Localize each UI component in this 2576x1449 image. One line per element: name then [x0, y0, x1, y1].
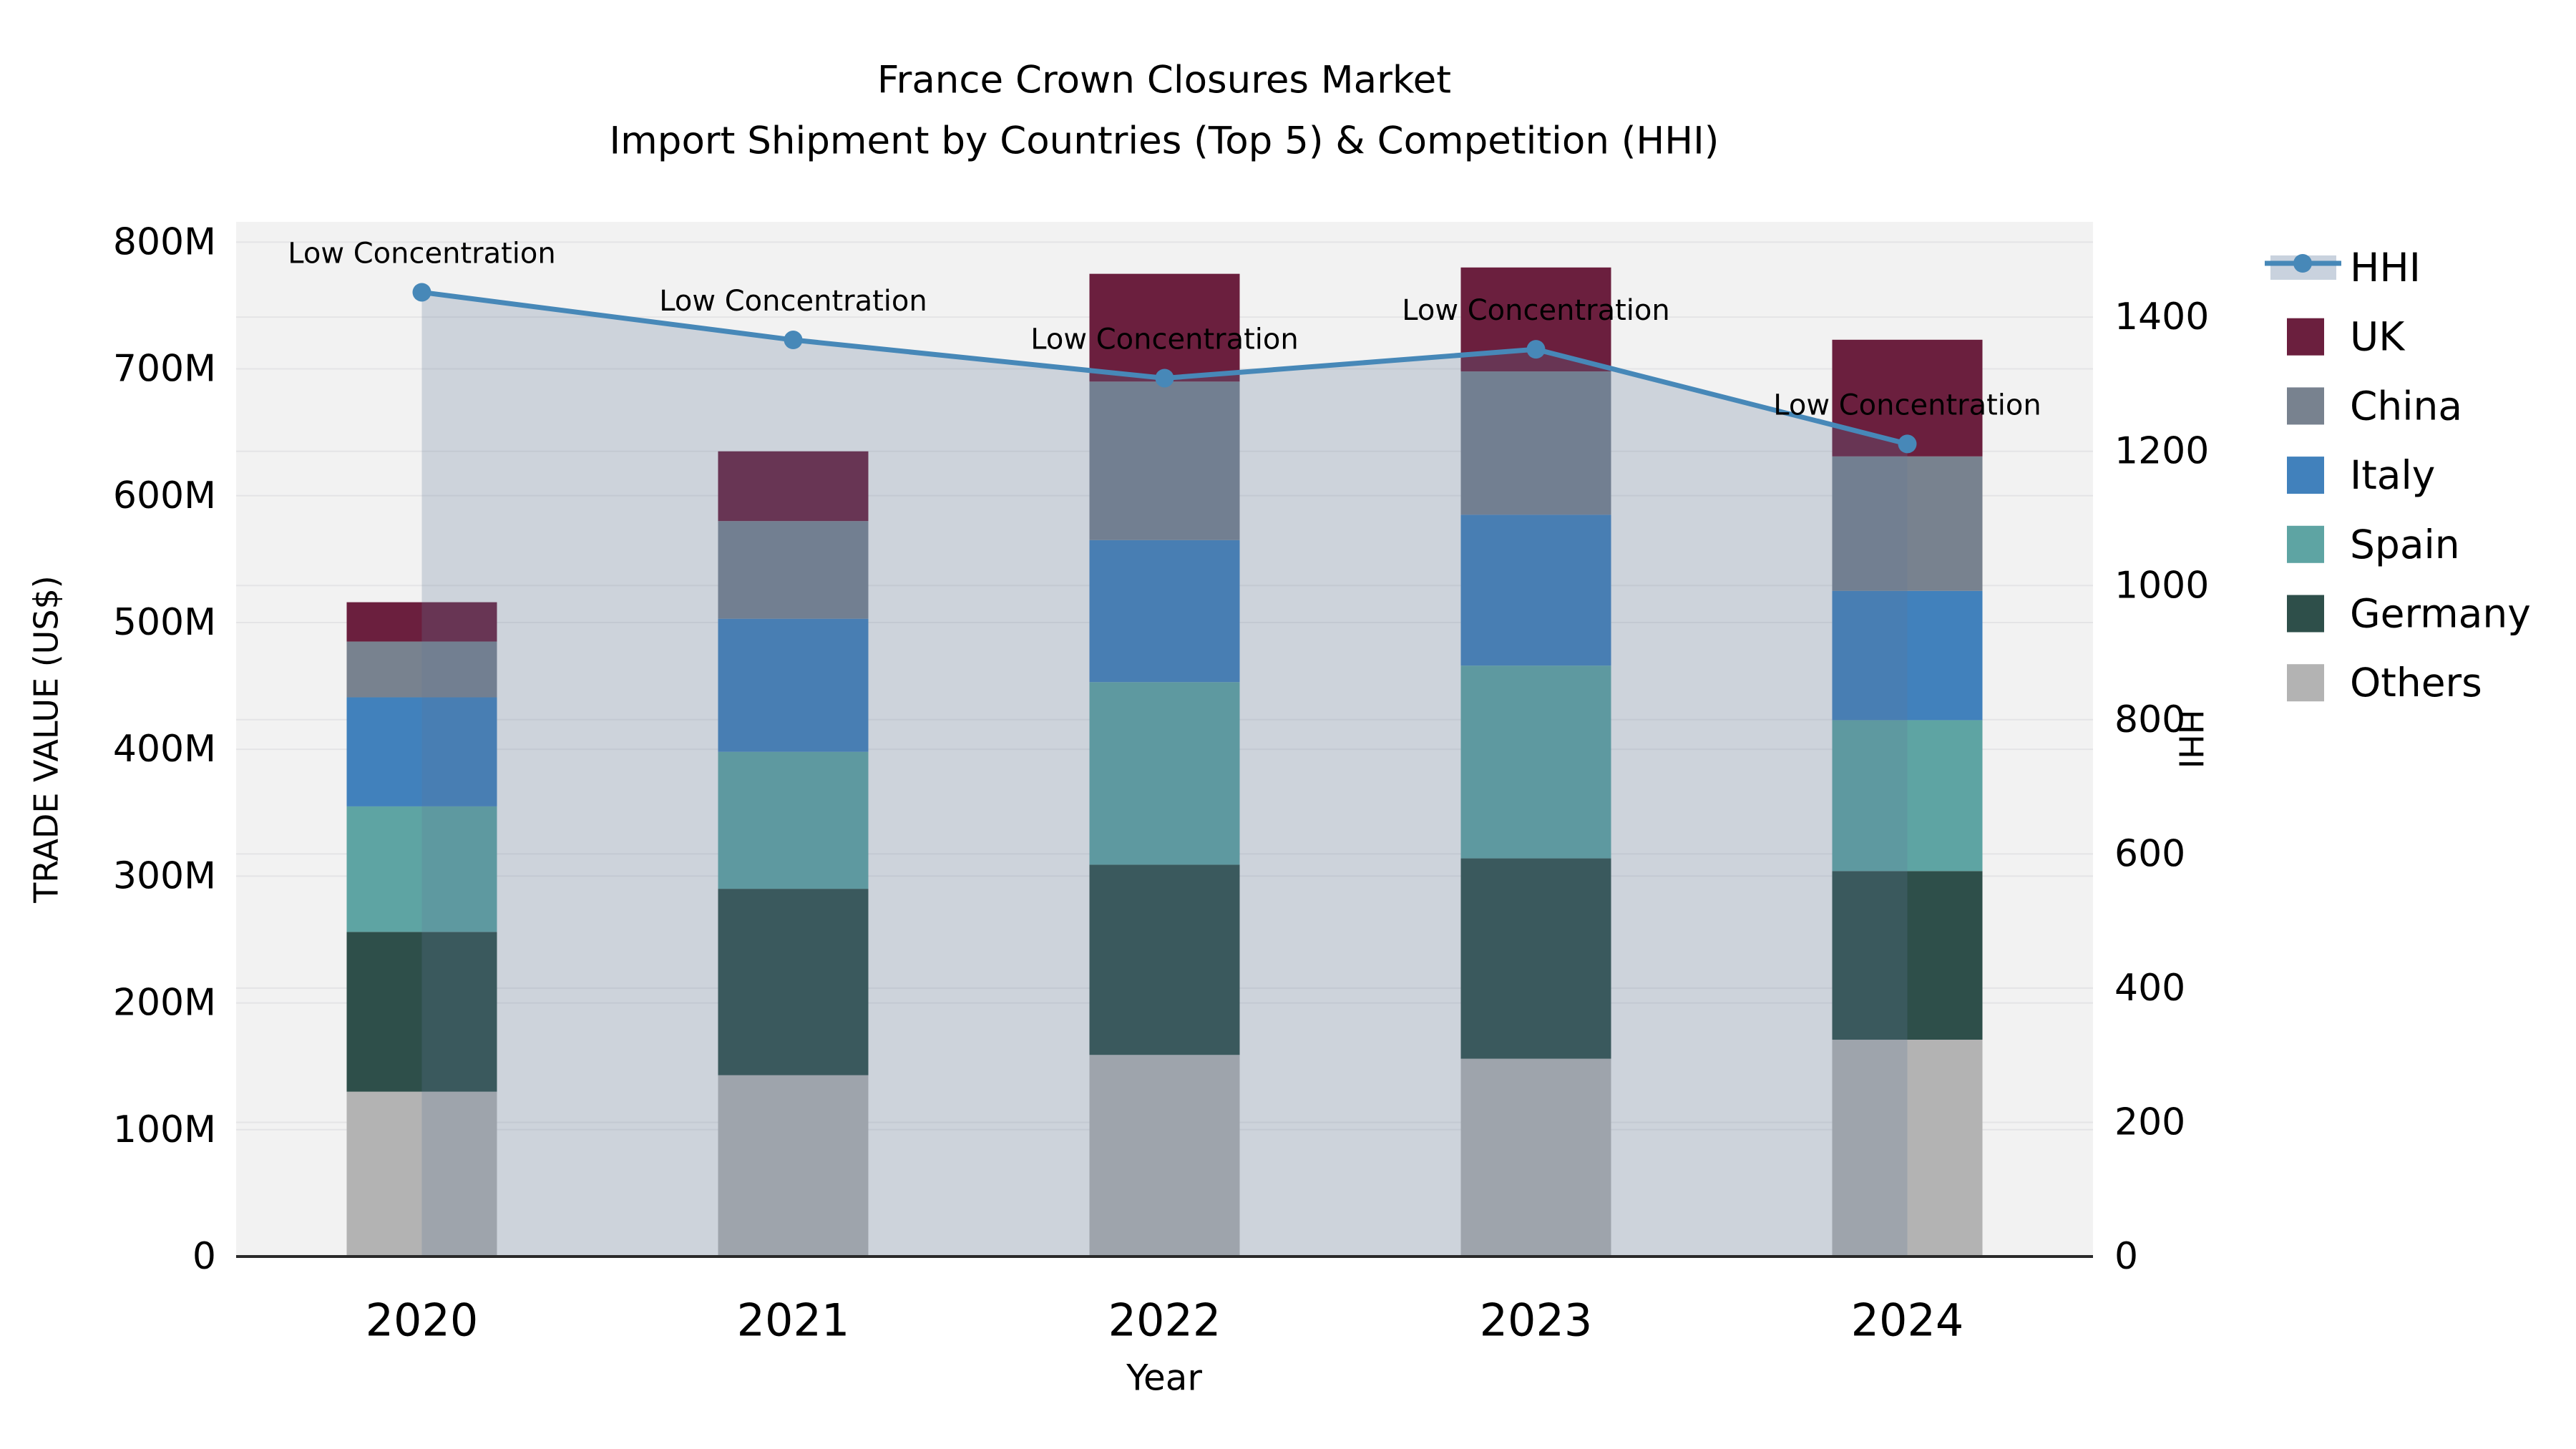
bar-segment-others-2020: [346, 1091, 497, 1257]
hhi-area: [421, 292, 1908, 1257]
legend-label-germany: Germany: [2350, 591, 2531, 637]
bar-segment-germany-2021: [718, 889, 869, 1075]
hhi-area-fill: [421, 292, 1908, 1257]
legend-swatch-spain: [2287, 525, 2324, 563]
bar-segment-spain-2024: [1832, 720, 1983, 872]
bar-segment-germany-2022: [1089, 864, 1240, 1055]
legend-swatch-uk: [2287, 318, 2324, 356]
y-right-tick-label: 1400: [2114, 296, 2209, 338]
y-left-tick-label: 300M: [113, 854, 216, 897]
bar-segment-spain-2020: [346, 806, 497, 932]
y-axis-left-label: TRADE VALUE (US$): [27, 575, 66, 903]
legend-label-italy: Italy: [2350, 452, 2435, 498]
hhi-marker-2024: [1898, 434, 1917, 454]
legend-hhi-marker: [2293, 254, 2312, 273]
bar-segment-italy-2022: [1089, 540, 1240, 683]
hhi-marker-2020: [412, 283, 431, 302]
legend-swatch-germany: [2287, 595, 2324, 633]
hhi-marker-2021: [784, 331, 803, 350]
chart-title-line2: Import Shipment by Countries (Top 5) & C…: [610, 119, 1719, 163]
y-right-tick-label: 600: [2114, 832, 2185, 875]
annotation-low-concentration: Low Concentration: [1030, 323, 1298, 356]
y-axis-right-label: HHI: [2172, 710, 2210, 769]
y-right-tick-label: 1000: [2114, 564, 2209, 607]
bar-segment-spain-2022: [1089, 682, 1240, 865]
y-left-tick-label: 600M: [113, 474, 216, 517]
bar-segment-germany-2023: [1460, 858, 1611, 1059]
annotation-low-concentration: Low Concentration: [659, 285, 927, 318]
y-left-tick-label: 700M: [113, 348, 216, 391]
y-left-tick-label: 800M: [113, 220, 216, 263]
y-right-tick-label: 0: [2114, 1235, 2138, 1278]
y-left-tick-label: 100M: [113, 1108, 216, 1151]
y-left-tick-label: 400M: [113, 728, 216, 771]
x-axis-label: Year: [1126, 1357, 1202, 1399]
y-left-tick-label: 0: [192, 1235, 216, 1278]
legend-label-hhi: HHI: [2350, 245, 2421, 291]
bar-segment-germany-2024: [1832, 871, 1983, 1040]
y-left-tick-label: 200M: [113, 982, 216, 1025]
legend: HHI UK China Italy Spain Germany Others: [2265, 245, 2531, 706]
bar-segment-china-2020: [346, 641, 497, 698]
annotation-low-concentration: Low Concentration: [288, 237, 555, 270]
bar-segment-italy-2023: [1460, 514, 1611, 666]
stacked-bars: [346, 267, 1983, 1257]
y-right-tick-label: 800: [2114, 698, 2185, 741]
hhi-line: [412, 283, 1917, 454]
bar-segment-others-2022: [1089, 1055, 1240, 1257]
hhi-marker-2022: [1155, 369, 1174, 388]
legend-label-others: Others: [2350, 660, 2482, 706]
bar-segment-italy-2021: [718, 618, 869, 752]
annotations: Low Concentration Low Concentration Low Co…: [288, 237, 2041, 421]
legend-label-spain: Spain: [2350, 522, 2460, 567]
chart-title-line1: France Crown Closures Market: [877, 59, 1451, 102]
tick-labels: 0 100M 200M 300M 400M 500M 600M 700M 800M 0 200 400…: [113, 220, 2209, 1346]
annotation-low-concentration: Low Concentration: [1402, 294, 1669, 327]
bar-segment-uk-2021: [718, 451, 869, 522]
x-tick-label: 2020: [366, 1294, 479, 1347]
bar-segment-spain-2021: [718, 751, 869, 889]
legend-swatch-china: [2287, 387, 2324, 425]
bar-segment-china-2023: [1460, 371, 1611, 515]
annotation-low-concentration: Low Concentration: [1773, 389, 2041, 421]
legend-swatch-others: [2287, 664, 2324, 702]
bar-segment-china-2021: [718, 521, 869, 619]
bar-segment-italy-2024: [1832, 590, 1983, 721]
legend-swatch-italy: [2287, 457, 2324, 494]
legend-label-uk: UK: [2350, 314, 2406, 360]
bar-segment-spain-2023: [1460, 665, 1611, 859]
bar-segment-uk-2020: [346, 602, 497, 642]
y-right-tick-label: 200: [2114, 1101, 2185, 1143]
bar-segment-others-2023: [1460, 1058, 1611, 1257]
y-right-tick-label: 400: [2114, 967, 2185, 1010]
bar-segment-china-2022: [1089, 381, 1240, 540]
y-right-tick-label: 1200: [2114, 430, 2209, 473]
x-tick-label: 2023: [1480, 1294, 1593, 1347]
y-left-tick-label: 500M: [113, 601, 216, 644]
bar-segment-china-2024: [1832, 456, 1983, 591]
x-tick-label: 2024: [1851, 1294, 1964, 1347]
bar-segment-italy-2020: [346, 697, 497, 806]
x-tick-label: 2021: [737, 1294, 850, 1347]
legend-label-china: China: [2350, 383, 2462, 429]
bar-segment-uk-2022: [1089, 273, 1240, 382]
x-tick-label: 2022: [1108, 1294, 1221, 1347]
bar-segment-others-2024: [1832, 1039, 1983, 1257]
hhi-marker-2023: [1526, 340, 1546, 359]
bar-segment-others-2021: [718, 1075, 869, 1257]
bar-segment-germany-2020: [346, 932, 497, 1092]
